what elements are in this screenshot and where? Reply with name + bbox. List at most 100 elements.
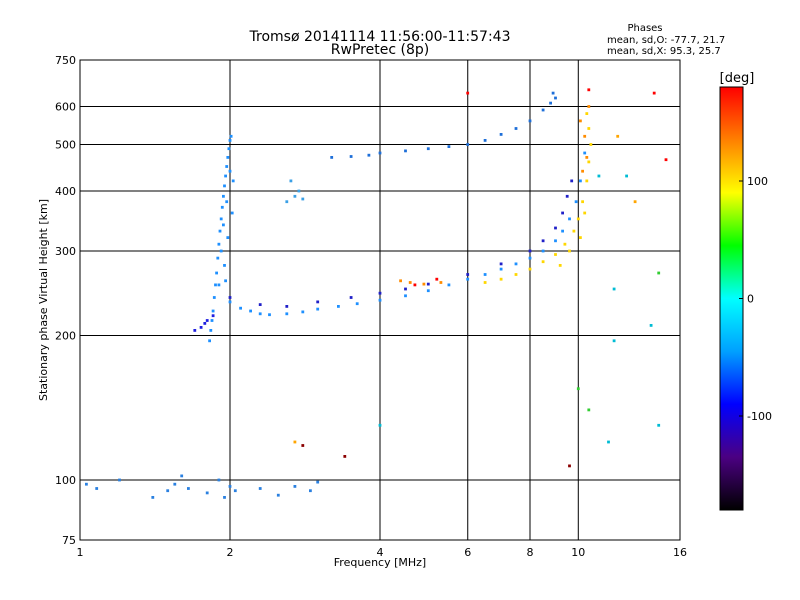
- data-point: [589, 143, 593, 146]
- data-point: [258, 312, 262, 316]
- data-point: [231, 179, 235, 183]
- data-point: [607, 440, 610, 444]
- data-point: [579, 119, 582, 123]
- data-point: [576, 387, 580, 391]
- data-point: [223, 184, 226, 188]
- data-point: [208, 339, 211, 343]
- data-point: [349, 155, 353, 158]
- data-point: [657, 271, 661, 275]
- stats-heading: Phases: [627, 23, 662, 34]
- data-point: [228, 296, 232, 299]
- data-point: [483, 281, 487, 284]
- y-axis-label: Stationary phase Virtual Height [km]: [37, 199, 50, 401]
- data-point: [549, 101, 552, 105]
- data-point: [528, 256, 532, 260]
- data-point: [541, 239, 545, 243]
- data-point: [612, 287, 616, 291]
- data-point: [551, 91, 555, 95]
- data-point: [95, 487, 99, 490]
- data-point: [224, 279, 227, 283]
- data-point: [258, 487, 262, 490]
- data-point: [583, 151, 587, 155]
- data-point: [447, 145, 451, 148]
- data-point: [293, 194, 297, 198]
- data-point: [574, 200, 578, 204]
- data-point: [217, 242, 221, 246]
- data-point: [226, 236, 230, 239]
- data-point: [218, 229, 222, 233]
- data-point: [222, 223, 225, 227]
- data-point: [276, 493, 280, 497]
- data-point: [220, 205, 224, 209]
- data-point: [228, 300, 232, 304]
- data-point: [301, 310, 305, 314]
- data-point: [664, 158, 668, 162]
- data-point: [378, 151, 382, 155]
- data-point: [426, 282, 430, 286]
- data-point: [211, 309, 215, 313]
- data-point: [222, 194, 225, 198]
- data-point: [583, 211, 587, 215]
- data-point: [285, 305, 289, 308]
- data-point: [337, 305, 340, 308]
- data-point: [554, 253, 557, 256]
- data-point: [447, 283, 451, 287]
- data-point: [399, 279, 402, 283]
- data-point: [258, 303, 262, 306]
- data-point: [581, 200, 584, 204]
- data-point: [285, 200, 289, 204]
- data-point: [483, 139, 487, 142]
- x-tick-label: 2: [227, 546, 234, 559]
- x-tick-label: 4: [377, 546, 384, 559]
- x-tick-label: 8: [527, 546, 534, 559]
- data-point: [85, 482, 88, 486]
- data-point: [587, 160, 591, 164]
- data-point: [625, 174, 628, 178]
- data-point: [576, 217, 580, 221]
- x-axis-label: Frequency [MHz]: [334, 556, 426, 569]
- data-point: [652, 91, 656, 95]
- data-point: [209, 329, 213, 332]
- data-point: [561, 211, 564, 215]
- data-point: [422, 282, 426, 286]
- data-point: [499, 133, 503, 136]
- data-point: [585, 179, 589, 183]
- data-point: [404, 294, 407, 298]
- data-point: [466, 143, 470, 146]
- data-point: [223, 496, 226, 499]
- data-point: [217, 283, 221, 287]
- data-point: [426, 147, 430, 151]
- data-point: [227, 147, 231, 151]
- data-point: [203, 322, 207, 325]
- data-point: [211, 314, 215, 318]
- data-point: [657, 423, 661, 427]
- data-point: [228, 139, 232, 142]
- data-point: [118, 478, 121, 482]
- data-point: [212, 296, 216, 299]
- y-tick-label: 200: [55, 330, 76, 343]
- stats-x-line: mean, sd,X: 95.3, 25.7: [607, 46, 721, 57]
- colorbar-tick-label: -100: [747, 410, 772, 423]
- data-point: [404, 287, 407, 291]
- data-point: [173, 482, 177, 486]
- colorbar-ticks: -100 0 100: [739, 175, 772, 423]
- data-point: [219, 217, 223, 221]
- data-point: [193, 329, 197, 332]
- data-point: [572, 229, 576, 233]
- data-point: [528, 119, 532, 123]
- data-point: [378, 423, 382, 427]
- data-point: [514, 273, 518, 276]
- data-point: [587, 127, 591, 130]
- data-point: [316, 300, 320, 304]
- data-point: [585, 112, 589, 115]
- data-point: [225, 165, 229, 168]
- data-point: [570, 179, 574, 183]
- data-point: [349, 296, 353, 299]
- data-point: [249, 309, 252, 313]
- data-point: [554, 96, 557, 100]
- data-point: [581, 169, 584, 173]
- y-tick-label: 100: [55, 474, 76, 487]
- data-point: [587, 105, 591, 108]
- x-tick-label: 1: [77, 546, 84, 559]
